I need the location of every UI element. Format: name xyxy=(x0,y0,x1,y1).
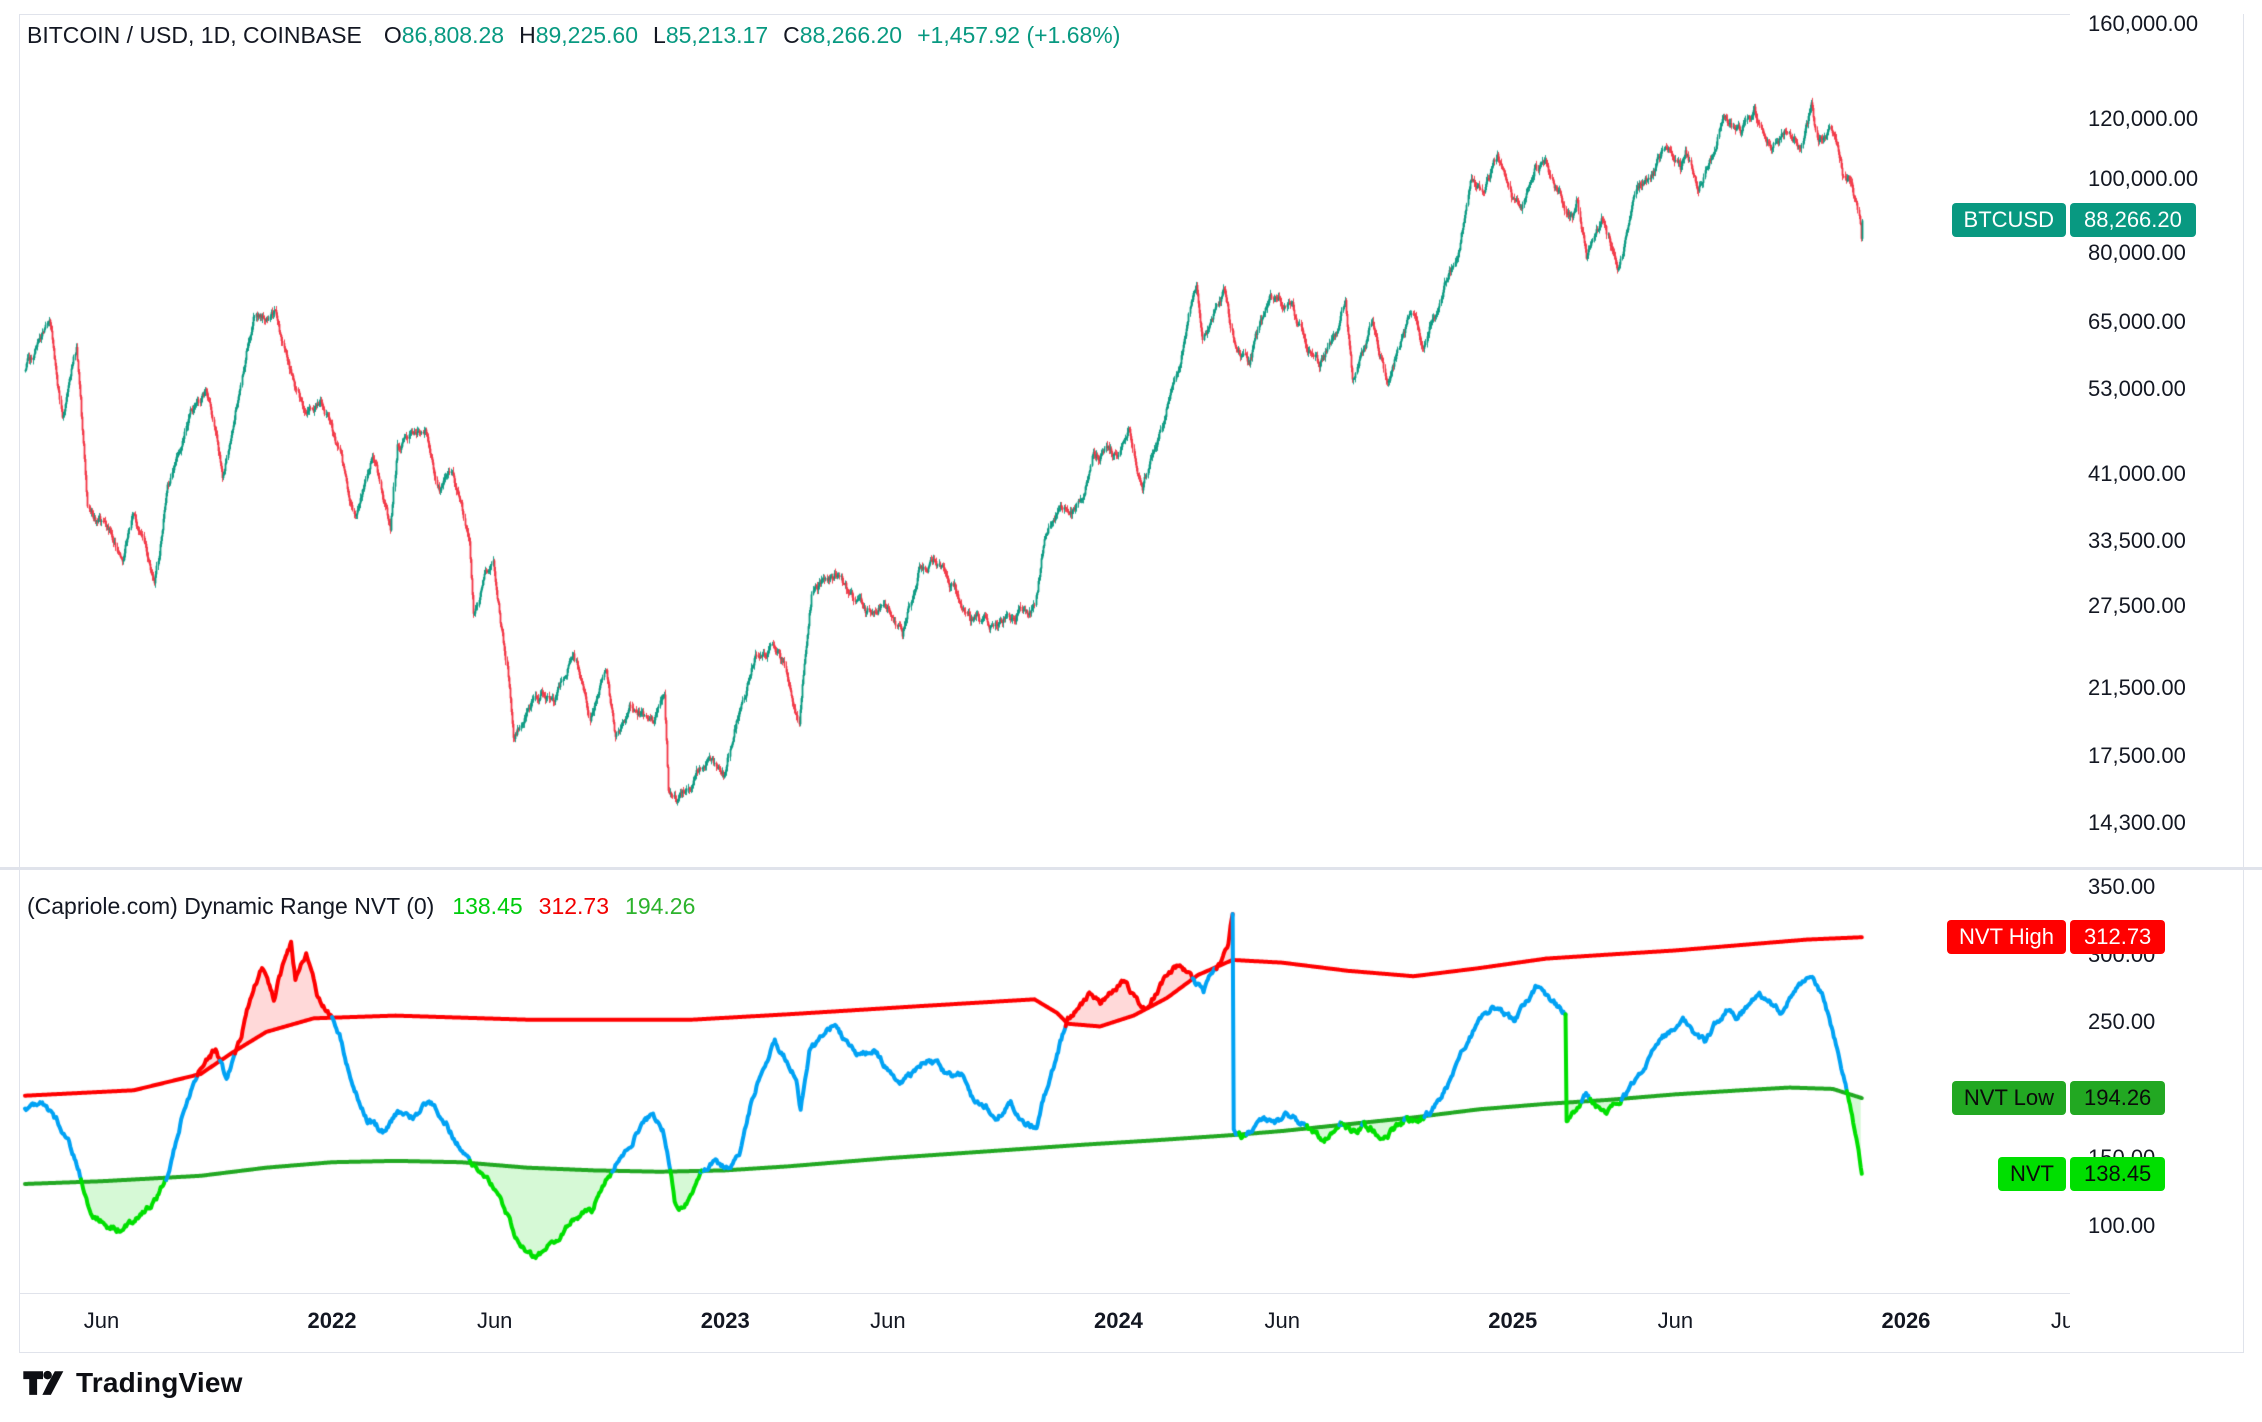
price-tick-label: 14,300.00 xyxy=(2088,809,2186,835)
chart-left-border xyxy=(19,14,20,1353)
price-tick-label: 80,000.00 xyxy=(2088,240,2186,265)
price-tick-label: 160,000.00 xyxy=(2088,10,2199,36)
close-value: 88,266.20 xyxy=(799,22,903,48)
indicator-value-nvt: 138.45 xyxy=(452,893,523,919)
ohlc-close: C88,266.20 xyxy=(783,22,902,48)
symbol-badge-label: BTCUSD xyxy=(1951,203,2066,238)
time-axis-top-border xyxy=(19,1293,2243,1294)
nvt-badge-value: 138.45 xyxy=(2070,1156,2166,1191)
pane-resize-handle[interactable] xyxy=(0,867,2262,870)
nvt-low-badge-value: 194.26 xyxy=(2070,1081,2166,1116)
time-tick-label: Jun xyxy=(870,1308,906,1333)
chart-bottom-border xyxy=(19,1352,2243,1353)
price-tick-label: 21,500.00 xyxy=(2088,674,2186,700)
time-tick-label: 2023 xyxy=(700,1308,750,1333)
low-label: L xyxy=(653,22,666,48)
time-tick-label: 2022 xyxy=(307,1308,357,1333)
time-tick-label: Jun xyxy=(1657,1308,1694,1333)
symbol-title[interactable]: BITCOIN / USD, 1D, COINBASE xyxy=(27,22,362,48)
last-price-badge[interactable]: BTCUSD 88,266.20 xyxy=(0,203,2262,238)
nvt-high-badge[interactable]: NVT High 312.73 xyxy=(0,920,2262,955)
ohlc-high: H89,225.60 xyxy=(519,22,638,48)
time-tick-label: Jun xyxy=(2050,1308,2070,1333)
tradingview-logo-icon xyxy=(23,1370,64,1395)
nvt-tick-label: 250.00 xyxy=(2088,1009,2156,1035)
price-tick-label: 17,500.00 xyxy=(2088,743,2186,769)
price-tick-label: 33,500.00 xyxy=(2088,528,2186,554)
open-value: 86,808.28 xyxy=(401,22,505,48)
time-tick-label: 2024 xyxy=(1093,1308,1143,1333)
time-axis[interactable]: Jun 2022 Jun 2023 Jun 2024 Jun 2025 Jun … xyxy=(19,1293,2070,1352)
tradingview-logo[interactable]: TradingView xyxy=(22,1367,243,1399)
price-tick-label: 100,000.00 xyxy=(2088,166,2199,192)
price-scale-right-border xyxy=(2243,14,2244,1353)
last-price-value: 88,266.20 xyxy=(2070,203,2196,238)
close-label: C xyxy=(783,22,800,48)
time-tick-label: Jun xyxy=(1264,1308,1300,1333)
time-tick-label: Jun xyxy=(476,1308,513,1333)
indicator-value-nvt-high: 312.73 xyxy=(538,893,610,919)
price-tick-label: 53,000.00 xyxy=(2088,376,2186,402)
chart-top-border xyxy=(19,14,2243,15)
indicator-header: (Capriole.com) Dynamic Range NVT (0) 138.… xyxy=(27,893,711,920)
time-tick-label: 2025 xyxy=(1488,1308,1538,1333)
high-label: H xyxy=(519,22,536,48)
time-tick-label: 2026 xyxy=(1881,1308,1931,1333)
price-tick-label: 41,000.00 xyxy=(2088,461,2186,487)
nvt-tick-label: 350.00 xyxy=(2088,873,2156,899)
time-tick-label: Jun xyxy=(83,1308,120,1333)
price-tick-label: 27,500.00 xyxy=(2088,593,2186,619)
nvt-low-badge[interactable]: NVT Low 194.26 xyxy=(0,1081,2262,1116)
nvt-high-badge-label: NVT High xyxy=(1947,920,2066,955)
symbol-header: BITCOIN / USD, 1D, COINBASE O86,808.28 H89… xyxy=(27,22,1120,49)
high-value: 89,225.60 xyxy=(535,22,639,48)
low-value: 85,213.17 xyxy=(665,22,769,48)
nvt-badge-label: NVT xyxy=(1998,1156,2066,1191)
nvt-tick-label: 100.00 xyxy=(2088,1213,2156,1239)
tradingview-logo-text: TradingView xyxy=(76,1367,243,1398)
ohlc-open: O86,808.28 xyxy=(384,22,504,48)
nvt-badge[interactable]: NVT 138.45 xyxy=(0,1156,2262,1191)
open-label: O xyxy=(383,22,402,48)
price-tick-label: 65,000.00 xyxy=(2088,308,2186,334)
indicator-title[interactable]: (Capriole.com) Dynamic Range NVT (0) xyxy=(27,893,435,919)
price-tick-label: 120,000.00 xyxy=(2088,105,2199,131)
change-value: +1,457.92 (+1.68%) xyxy=(917,22,1121,48)
ohlc-low: L85,213.17 xyxy=(653,22,768,48)
indicator-value-nvt-low: 194.26 xyxy=(625,893,696,919)
nvt-low-badge-label: NVT Low xyxy=(1951,1081,2066,1116)
nvt-high-badge-value: 312.73 xyxy=(2070,920,2166,955)
